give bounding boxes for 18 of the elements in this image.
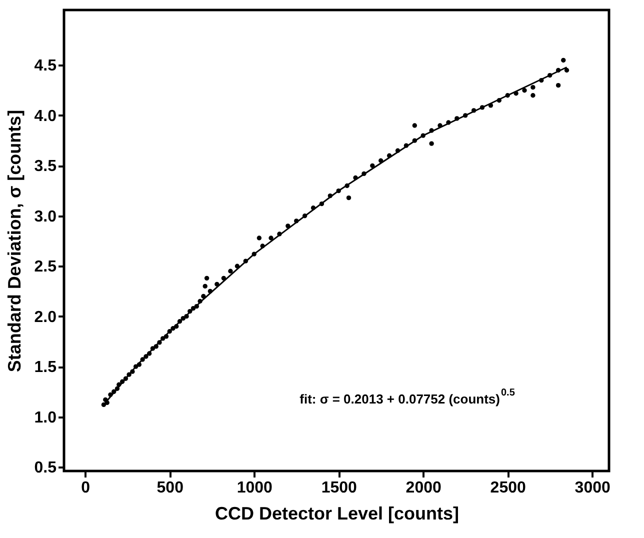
y-tick-label: 1.0 — [34, 409, 57, 426]
x-tick-label: 500 — [156, 480, 184, 496]
y-tick-label: 4.5 — [34, 58, 57, 75]
x-tick-label: 2500 — [490, 480, 526, 496]
y-tick-label: 1.5 — [34, 359, 57, 376]
y-tick-label: 4.0 — [34, 108, 57, 125]
x-tick-label: 3000 — [574, 480, 610, 496]
x-tick-label: 2000 — [406, 480, 442, 496]
y-axis-title: Standard Deviation, σ [counts] — [4, 110, 24, 372]
y-tick-label: 3.0 — [34, 208, 57, 226]
y-tick-label: 0.5 — [34, 459, 57, 476]
x-axis-title: CCD Detector Level [counts] — [214, 504, 460, 524]
y-tick-label: 2.0 — [34, 308, 57, 326]
y-tick-label: 3.5 — [34, 158, 57, 176]
x-tick-label: 0 — [81, 480, 90, 496]
x-tick-label: 1500 — [321, 480, 358, 496]
x-tick-label: 1000 — [236, 480, 273, 496]
y-tick-label: 2.5 — [34, 258, 57, 276]
